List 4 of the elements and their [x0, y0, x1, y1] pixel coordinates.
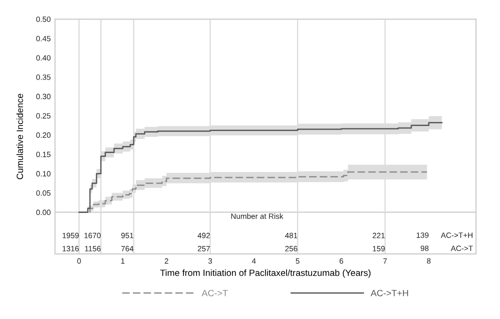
- text: AC->T: [202, 290, 228, 296]
- text: AC->T+H: [370, 290, 408, 296]
- x-axis-title: Time from Initiation of Paclitaxel/trastuzumab (Years): [160, 269, 370, 278]
- y-axis-title: Cumulative Incidence: [16, 94, 24, 180]
